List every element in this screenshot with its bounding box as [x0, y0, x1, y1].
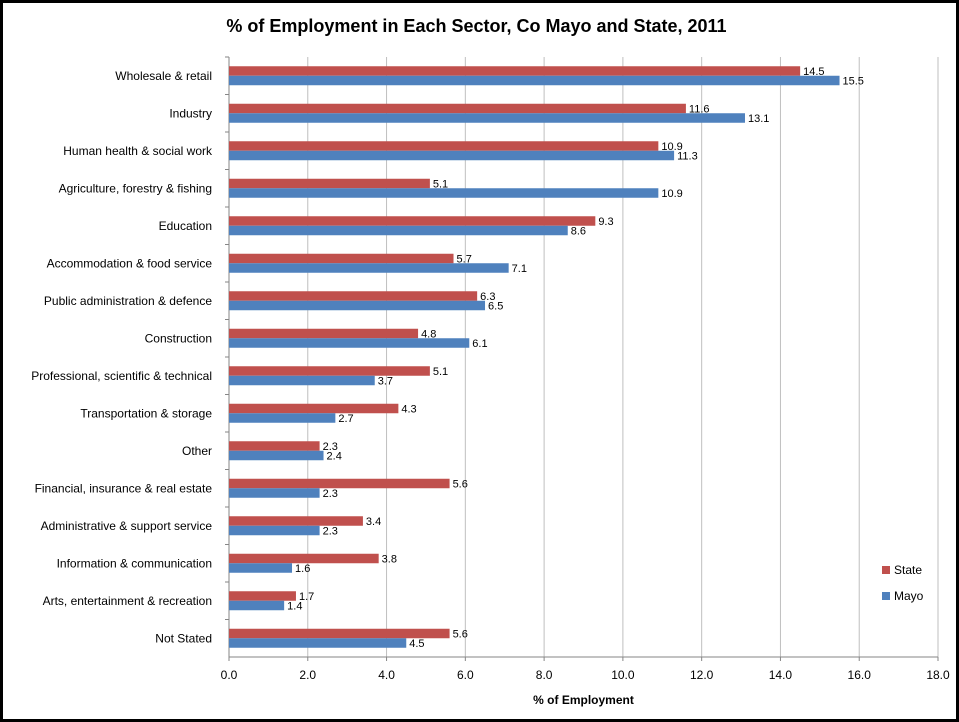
data-label-mayo: 1.4 [287, 600, 302, 612]
bar-mayo [229, 375, 375, 386]
category-label: Transportation & storage [80, 406, 212, 420]
data-label-mayo: 7.1 [512, 263, 527, 275]
bar-state [229, 516, 363, 526]
x-tick-label: 2.0 [299, 668, 316, 682]
category-label: Industry [169, 106, 212, 120]
data-label-state: 11.6 [689, 103, 710, 115]
data-label-mayo: 10.9 [661, 188, 682, 200]
category-label: Agriculture, forestry & fishing [59, 181, 212, 195]
bar-mayo [229, 413, 336, 423]
legend-label-state: State [894, 563, 922, 577]
data-label-mayo: 15.5 [843, 75, 864, 87]
category-label: Professional, scientific & technical [31, 369, 212, 383]
x-tick-label: 16.0 [848, 668, 872, 682]
x-tick-label: 14.0 [769, 668, 793, 682]
data-label-state: 6.3 [480, 291, 495, 303]
data-label-state: 4.8 [421, 328, 436, 340]
data-label-state: 5.6 [453, 628, 468, 640]
bar-state [229, 441, 320, 451]
data-label-mayo: 11.3 [677, 150, 698, 162]
x-tick-label: 0.0 [221, 668, 238, 682]
bar-mayo [229, 263, 509, 273]
data-label-state: 5.1 [433, 366, 448, 378]
data-label-mayo: 2.4 [327, 450, 342, 462]
bar-state [229, 591, 296, 601]
category-label: Wholesale & retail [115, 69, 212, 83]
data-label-mayo: 1.6 [295, 563, 310, 575]
category-label: Human health & social work [63, 144, 213, 158]
data-label-mayo: 8.6 [571, 225, 586, 237]
bar-state [229, 478, 450, 489]
bar-mayo [229, 188, 659, 198]
bar-mayo [229, 150, 675, 161]
data-label-mayo: 4.5 [409, 638, 424, 650]
category-label: Public administration & defence [44, 294, 212, 308]
data-label-state: 2.3 [323, 441, 338, 453]
category-label: Construction [145, 331, 212, 345]
bar-mayo [229, 563, 293, 573]
bar-mayo [229, 338, 470, 348]
data-label-state: 5.6 [453, 478, 468, 490]
bar-state [229, 216, 596, 226]
data-label-mayo: 2.3 [323, 525, 338, 537]
category-label: Financial, insurance & real estate [35, 481, 213, 495]
bar-state [229, 553, 379, 564]
bar-state [229, 291, 478, 301]
bar-state [229, 328, 419, 339]
data-label-mayo: 6.5 [488, 300, 503, 312]
bar-state [229, 66, 801, 76]
category-label: Arts, entertainment & recreation [43, 594, 212, 608]
bar-state [229, 141, 659, 151]
data-label-mayo: 6.1 [472, 338, 487, 350]
category-label: Accommodation & food service [47, 256, 213, 270]
category-label: Information & communication [57, 556, 212, 570]
data-label-mayo: 2.3 [323, 488, 338, 500]
category-label: Other [182, 444, 212, 458]
legend-label-mayo: Mayo [894, 589, 924, 603]
bar-mayo [229, 638, 407, 648]
x-tick-label: 4.0 [378, 668, 395, 682]
data-label-state: 3.8 [382, 553, 397, 565]
data-label-state: 9.3 [598, 216, 613, 228]
bar-mayo [229, 300, 486, 311]
legend-swatch-state [882, 566, 890, 574]
bar-state [229, 103, 686, 114]
bar-mayo [229, 113, 745, 123]
category-label: Education [159, 219, 212, 233]
bar-mayo [229, 75, 840, 86]
x-tick-label: 8.0 [536, 668, 553, 682]
data-label-mayo: 13.1 [748, 113, 769, 125]
legend-swatch-mayo [882, 592, 890, 600]
x-tick-label: 6.0 [457, 668, 474, 682]
data-label-state: 3.4 [366, 516, 381, 528]
category-label: Administrative & support service [41, 519, 213, 533]
data-label-state: 10.9 [661, 141, 682, 153]
bar-state [229, 628, 450, 639]
bar-mayo [229, 225, 568, 236]
x-tick-label: 10.0 [611, 668, 635, 682]
bar-mayo [229, 450, 324, 461]
category-label: Not Stated [155, 631, 212, 645]
bar-state [229, 366, 430, 376]
data-label-state: 1.7 [299, 591, 314, 603]
x-tick-label: 12.0 [690, 668, 714, 682]
bar-mayo [229, 488, 320, 498]
chart-title: % of Employment in Each Sector, Co Mayo … [226, 16, 727, 36]
data-label-mayo: 3.7 [378, 375, 393, 387]
bar-mayo [229, 600, 285, 611]
data-label-mayo: 2.7 [338, 413, 353, 425]
data-label-state: 5.1 [433, 178, 448, 190]
x-tick-label: 18.0 [926, 668, 950, 682]
bar-state [229, 253, 454, 264]
bar-state [229, 178, 430, 189]
bar-mayo [229, 525, 320, 536]
x-axis-title: % of Employment [533, 693, 634, 707]
data-label-state: 5.7 [457, 253, 472, 265]
bar-state [229, 403, 399, 414]
data-label-state: 4.3 [401, 403, 416, 415]
data-label-state: 14.5 [803, 66, 824, 78]
